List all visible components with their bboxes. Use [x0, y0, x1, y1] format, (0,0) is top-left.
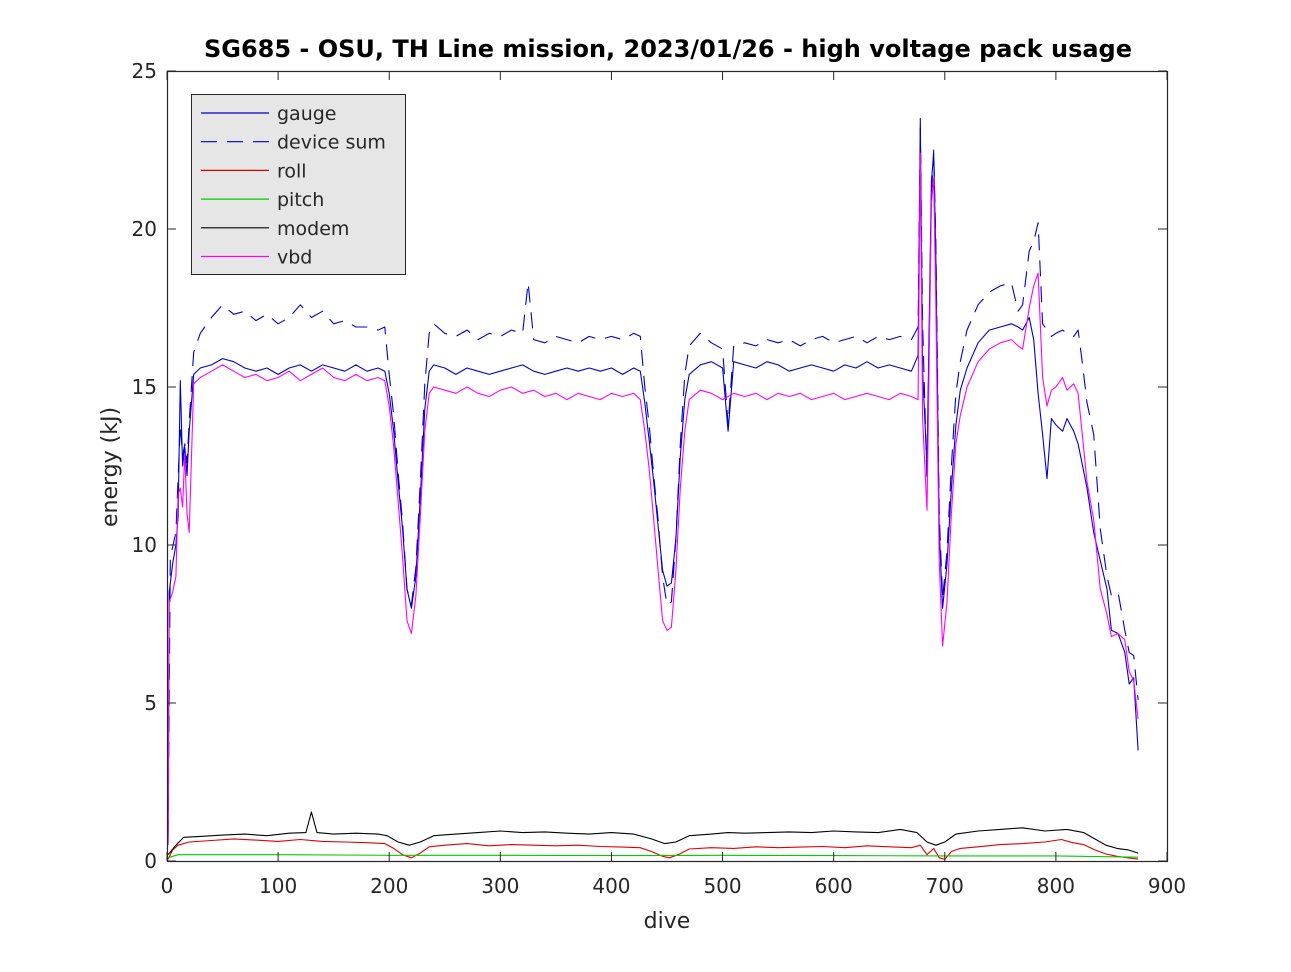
x-tick-label: 500 [703, 874, 741, 898]
x-tick-label: 700 [926, 874, 964, 898]
series-line-modem [167, 811, 1139, 856]
x-tick-label: 300 [481, 874, 519, 898]
series-line-vbd [167, 152, 1139, 846]
chart-title: SG685 - OSU, TH Line mission, 2023/01/26… [204, 35, 1132, 63]
legend-label: device sum [277, 132, 386, 154]
x-tick-label: 900 [1148, 874, 1186, 898]
legend-label: vbd [277, 247, 312, 269]
y-tick-label: 0 [144, 849, 157, 873]
x-axis: 0 100 200 300 400 500 600 700 800 900 [161, 71, 1186, 898]
x-tick-label: 200 [370, 874, 408, 898]
x-axis-label: dive [644, 909, 691, 934]
x-tick-label: 100 [259, 874, 297, 898]
legend: gauge device sum roll pitch modem vbd [191, 94, 406, 275]
y-axis: 0 5 10 15 20 25 [132, 59, 1167, 873]
y-axis-label: energy (kJ) [98, 407, 123, 527]
y-tick-label: 25 [132, 59, 157, 83]
legend-label: modem [277, 218, 349, 240]
y-tick-label: 10 [132, 533, 157, 557]
x-tick-label: 400 [592, 874, 630, 898]
x-tick-label: 600 [815, 874, 853, 898]
series-line-roll [167, 838, 1139, 860]
series-line-device-sum [167, 127, 1139, 836]
legend-label: pitch [277, 189, 324, 211]
axes-box [166, 70, 1169, 863]
y-tick-label: 15 [132, 375, 157, 399]
legend-label: roll [277, 160, 307, 182]
legend-label: gauge [277, 103, 337, 125]
y-tick-label: 20 [132, 217, 157, 241]
x-tick-label: 0 [161, 874, 174, 898]
legend-box [191, 94, 406, 275]
y-tick-label: 5 [144, 691, 157, 715]
x-tick-label: 800 [1037, 874, 1075, 898]
